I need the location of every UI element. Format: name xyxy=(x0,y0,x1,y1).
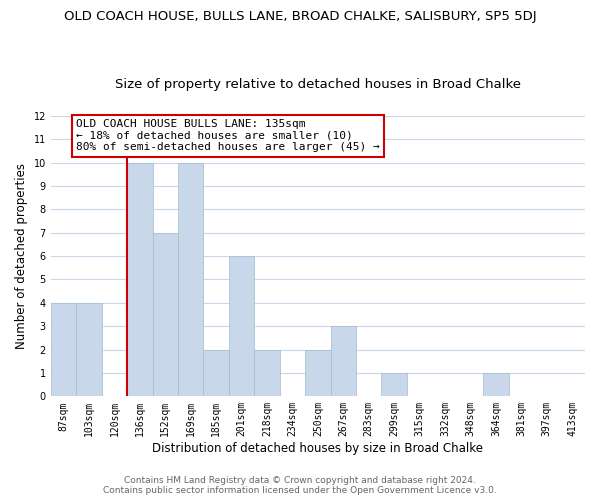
Text: OLD COACH HOUSE BULLS LANE: 135sqm
← 18% of detached houses are smaller (10)
80%: OLD COACH HOUSE BULLS LANE: 135sqm ← 18%… xyxy=(76,120,380,152)
X-axis label: Distribution of detached houses by size in Broad Chalke: Distribution of detached houses by size … xyxy=(152,442,484,455)
Bar xyxy=(229,256,254,396)
Title: Size of property relative to detached houses in Broad Chalke: Size of property relative to detached ho… xyxy=(115,78,521,91)
Text: OLD COACH HOUSE, BULLS LANE, BROAD CHALKE, SALISBURY, SP5 5DJ: OLD COACH HOUSE, BULLS LANE, BROAD CHALK… xyxy=(64,10,536,23)
Bar xyxy=(254,350,280,397)
Bar xyxy=(305,350,331,397)
Bar xyxy=(178,162,203,396)
Bar xyxy=(331,326,356,396)
Bar xyxy=(382,373,407,396)
Bar xyxy=(76,303,101,396)
Y-axis label: Number of detached properties: Number of detached properties xyxy=(15,163,28,349)
Bar xyxy=(203,350,229,397)
Bar xyxy=(152,232,178,396)
Text: Contains HM Land Registry data © Crown copyright and database right 2024.
Contai: Contains HM Land Registry data © Crown c… xyxy=(103,476,497,495)
Bar xyxy=(51,303,76,396)
Bar xyxy=(127,162,152,396)
Bar xyxy=(483,373,509,396)
